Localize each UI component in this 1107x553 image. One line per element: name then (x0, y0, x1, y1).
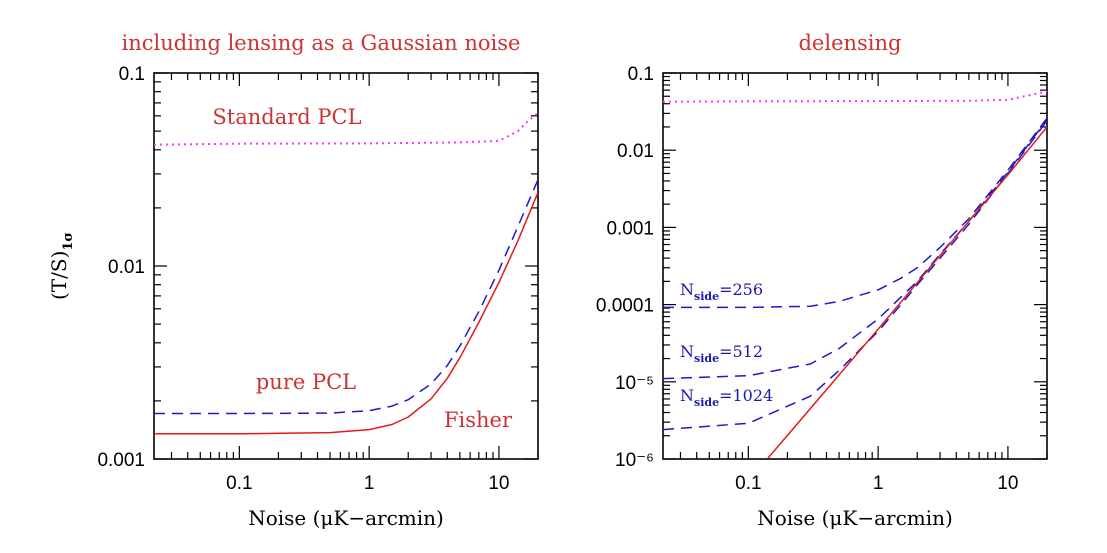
x-tick-label: 10 (997, 473, 1018, 494)
nside-256-value: =256 (719, 280, 763, 299)
left-panel-title: including lensing as a Gaussian noise (122, 31, 521, 55)
nside-256-label: Nside=256 (680, 280, 763, 303)
fisher-label: Fisher (444, 408, 513, 432)
left-plot-frame (153, 72, 539, 460)
y-tick-label: 0.001 (606, 218, 654, 239)
nside-512-main: N (680, 342, 694, 361)
right-plot-frame (662, 72, 1048, 460)
series-line-dashed-1 (154, 179, 538, 415)
nside-512-value: =512 (719, 342, 763, 361)
series-line-dashed-3 (663, 120, 1047, 431)
pure-pcl-label: pure PCL (256, 370, 356, 394)
nside-1024-label: Nside=1024 (680, 386, 773, 409)
nside-1024-value: =1024 (719, 386, 773, 405)
left-series (154, 112, 538, 435)
y-tick-label: 0.0001 (596, 296, 654, 317)
series-line-dashed-2 (663, 119, 1047, 380)
series-line-dotted-0 (663, 90, 1047, 103)
series-line-solid-2 (154, 192, 538, 435)
y-tick-label: 0.001 (97, 450, 145, 471)
series-line-solid-4 (766, 126, 1047, 459)
x-tick-label: 10 (488, 473, 509, 494)
x-tick-label: 0.1 (226, 473, 252, 494)
y-tick-label: 10⁻⁵ (615, 373, 654, 394)
nside-512-label: Nside=512 (680, 342, 763, 365)
y-axis-label-main: (T/S) (47, 251, 71, 300)
nside-256-main: N (680, 280, 694, 299)
y-tick-label: 0.1 (119, 64, 145, 85)
nside-256-sub: side (694, 290, 719, 303)
nside-512-sub: side (694, 352, 719, 365)
y-tick-label: 10⁻⁶ (615, 450, 654, 471)
x-tick-label: 1 (873, 473, 884, 494)
y-tick-label: 0.01 (617, 141, 654, 162)
right-panel: delensing 0.1 1 10 0.1 0.01 0.001 0.0001 10⁻⁵ 10… (596, 31, 1048, 530)
y-tick-label: 0.1 (628, 64, 654, 85)
right-series (663, 90, 1047, 459)
series-line-dotted-0 (154, 112, 538, 146)
series-line-dashed-1 (663, 117, 1047, 309)
nside-1024-main: N (680, 386, 694, 405)
x-tick-label: 0.1 (735, 473, 761, 494)
y-tick-label: 0.01 (108, 257, 145, 278)
left-panel: including lensing as a Gaussian noise 0.… (47, 31, 539, 530)
left-ticks: 0.1 1 10 0.001 0.01 0.1 (97, 64, 539, 494)
nside-1024-sub: side (694, 396, 719, 409)
right-ticks: 0.1 1 10 0.1 0.01 0.001 0.0001 10⁻⁵ 10⁻⁶ (596, 64, 1048, 494)
left-x-axis-label: Noise (μK−arcmin) (248, 506, 444, 530)
right-x-axis-label: Noise (μK−arcmin) (757, 506, 953, 530)
right-panel-title: delensing (798, 31, 901, 55)
x-tick-label: 1 (364, 473, 375, 494)
y-axis-label-sub: 1σ (61, 232, 76, 251)
y-axis-label: (T/S)1σ (47, 232, 76, 300)
standard-pcl-label: Standard PCL (212, 105, 361, 129)
